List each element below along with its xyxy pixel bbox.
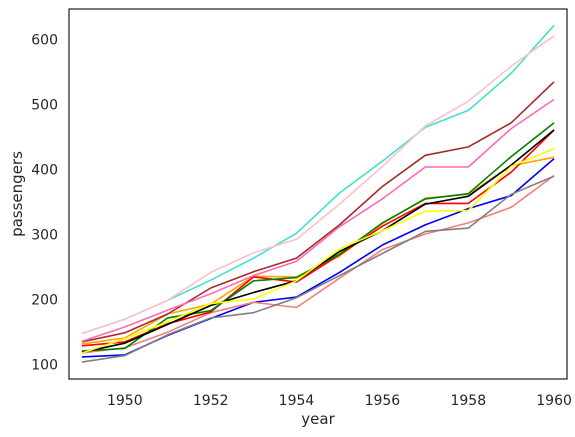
series-line-11 [81,175,555,363]
y-tick-label: 600 [31,33,58,49]
x-tick-label: 1954 [279,393,315,409]
y-tick-label: 500 [31,98,58,114]
series-line-6 [81,81,555,343]
series-line-12 [81,148,555,354]
y-tick-label: 100 [31,358,58,374]
y-tick-label: 200 [31,293,58,309]
series-line-9 [81,98,555,343]
x-tick-label: 1960 [536,393,572,409]
series-line-10 [81,129,555,354]
plot-area [69,9,567,379]
y-tick-label: 300 [31,228,58,244]
x-axis-label: year [301,410,335,428]
series-layer [81,24,555,363]
x-tick-label: 1950 [107,393,143,409]
y-tick-label: 400 [31,163,58,179]
y-tick-labels: 100 200 300 400 500 600 [31,33,58,374]
x-tick-labels: 1950 1952 1954 1956 1958 1960 [107,393,572,409]
x-tick-label: 1956 [365,393,401,409]
series-line-8 [81,35,555,335]
x-tick-label: 1958 [450,393,486,409]
y-axis-label: passengers [8,151,26,237]
plot-frame [68,8,568,380]
series-line-2 [81,174,555,354]
x-tick-label: 1952 [193,393,229,409]
